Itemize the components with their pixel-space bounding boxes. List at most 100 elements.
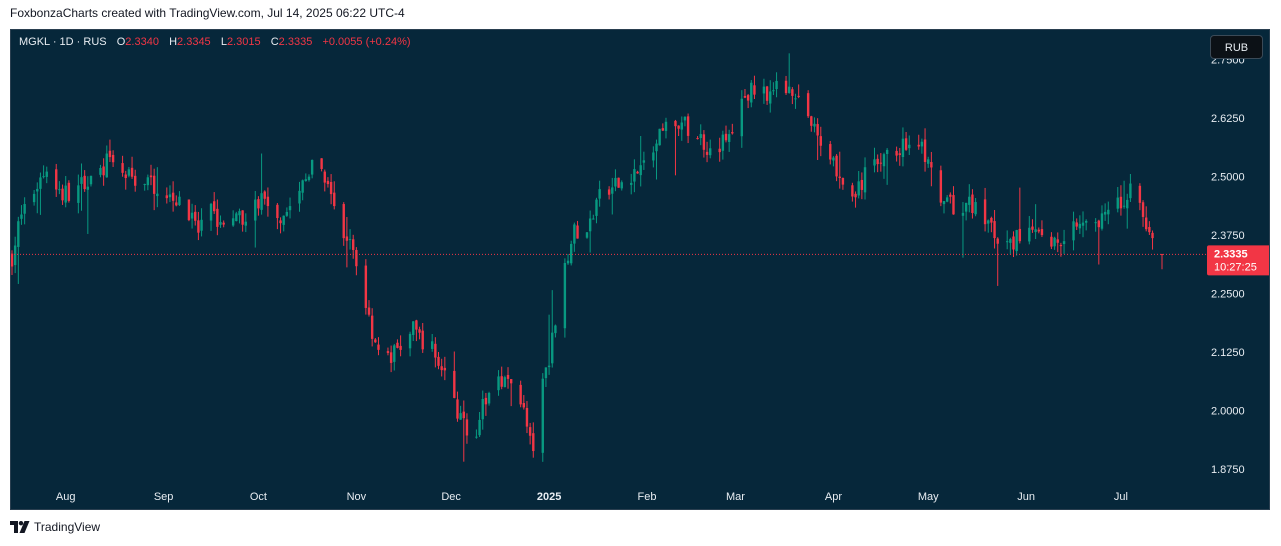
- candle-body: [408, 333, 412, 349]
- y-tick-label: 1.8750: [1211, 464, 1245, 476]
- candle-body: [652, 152, 655, 161]
- candle-body: [197, 220, 200, 233]
- candle-body: [1097, 220, 1101, 228]
- candle-body: [304, 179, 308, 181]
- y-tick-label: 2.0000: [1211, 405, 1245, 417]
- candle-body: [241, 210, 244, 225]
- candle-body: [175, 202, 178, 206]
- candle-body: [105, 153, 108, 178]
- candle-body: [443, 367, 447, 371]
- candle-body: [611, 187, 614, 194]
- candle-body: [1012, 236, 1015, 250]
- candle-body: [592, 218, 595, 220]
- candle-body: [481, 399, 484, 420]
- price-tag: [1207, 245, 1269, 276]
- tradingview-logo-icon: [10, 521, 30, 533]
- candle-body: [23, 204, 26, 214]
- tradingview-brand[interactable]: TradingView: [34, 520, 101, 534]
- currency-button[interactable]: RUB: [1210, 35, 1263, 59]
- candle-body: [58, 189, 61, 191]
- candle-body: [968, 196, 971, 205]
- candle-body: [497, 376, 500, 391]
- candle-body: [661, 128, 665, 131]
- candle-body: [718, 148, 721, 153]
- candle-body: [1081, 222, 1085, 226]
- candle-body: [563, 262, 567, 329]
- candle-body: [797, 95, 800, 97]
- candle-body: [279, 220, 282, 224]
- candle-body: [927, 159, 930, 164]
- candle-body: [841, 177, 845, 185]
- candle-body: [146, 177, 150, 186]
- candle-body: [544, 367, 548, 379]
- chart-attribution: FoxbonzaCharts created with TradingView.…: [10, 6, 405, 20]
- candle-body: [254, 199, 257, 221]
- candle-body: [740, 98, 744, 137]
- candle-body: [819, 136, 822, 146]
- low-label: L: [220, 36, 227, 48]
- candle-body: [993, 221, 996, 239]
- candle-body: [421, 330, 424, 350]
- candle-body: [996, 238, 999, 244]
- candle-body: [1129, 183, 1132, 199]
- candle-body: [149, 175, 153, 178]
- symbol-label[interactable]: MGKL · 1D · RUS: [19, 36, 107, 48]
- x-tick-label: Jun: [1017, 491, 1035, 503]
- candle-body: [329, 182, 333, 195]
- candle-body: [99, 168, 102, 175]
- candle-body: [724, 133, 728, 141]
- candle-body: [570, 243, 573, 264]
- candle-body: [475, 436, 478, 438]
- candle-body: [263, 191, 266, 199]
- candle-body: [20, 214, 23, 219]
- candle-body: [677, 125, 680, 129]
- candle-body: [298, 190, 301, 204]
- chart-pane[interactable]: 2.7500 2.6250 2.5000 2.3750 2.2500 2.1250 2.00…: [10, 29, 1270, 510]
- candle-body: [1078, 223, 1082, 229]
- candle-body: [942, 201, 946, 205]
- candle-body: [885, 149, 889, 154]
- candle-body: [36, 188, 39, 192]
- candle-body: [434, 343, 437, 358]
- candle-body: [683, 116, 687, 121]
- candle-body: [430, 341, 434, 349]
- candle-body: [440, 366, 443, 371]
- candle-body: [42, 176, 45, 178]
- candle-body: [1094, 222, 1097, 224]
- candle-body: [219, 222, 222, 225]
- candle-body: [1072, 221, 1075, 241]
- candle-body: [156, 193, 159, 197]
- candle-body: [727, 134, 731, 142]
- candle-body: [945, 197, 949, 202]
- candle-body: [1100, 213, 1104, 229]
- candle-body: [964, 202, 968, 212]
- candle-body: [576, 225, 579, 239]
- candle-body: [143, 183, 146, 185]
- candle-body: [762, 86, 766, 94]
- candle-body: [851, 185, 854, 197]
- candle-body: [1028, 227, 1031, 242]
- candle-body: [775, 80, 778, 90]
- candle-body: [806, 93, 810, 117]
- candle-body: [1059, 244, 1063, 247]
- candle-body: [917, 144, 920, 147]
- candle-body: [13, 245, 17, 266]
- candle-body: [77, 185, 80, 203]
- candle-body: [810, 116, 813, 126]
- candle-body: [257, 199, 260, 209]
- candle-body: [418, 329, 421, 333]
- x-tick-label: Dec: [441, 491, 461, 503]
- candle-body: [1141, 202, 1145, 217]
- candle-body: [244, 221, 247, 226]
- candlestick-chart[interactable]: 2.75002.62502.50002.37502.25002.12502.00…: [11, 30, 1269, 509]
- candle-body: [794, 98, 797, 100]
- candle-body: [355, 249, 358, 267]
- x-tick-label: Apr: [825, 491, 842, 503]
- candle-body: [111, 154, 115, 163]
- candle-body: [121, 163, 124, 173]
- candle-body: [630, 182, 633, 185]
- x-tick-label: Oct: [250, 491, 267, 503]
- candle-body: [987, 220, 990, 224]
- candle-body: [1009, 239, 1012, 243]
- candle-body: [61, 188, 64, 201]
